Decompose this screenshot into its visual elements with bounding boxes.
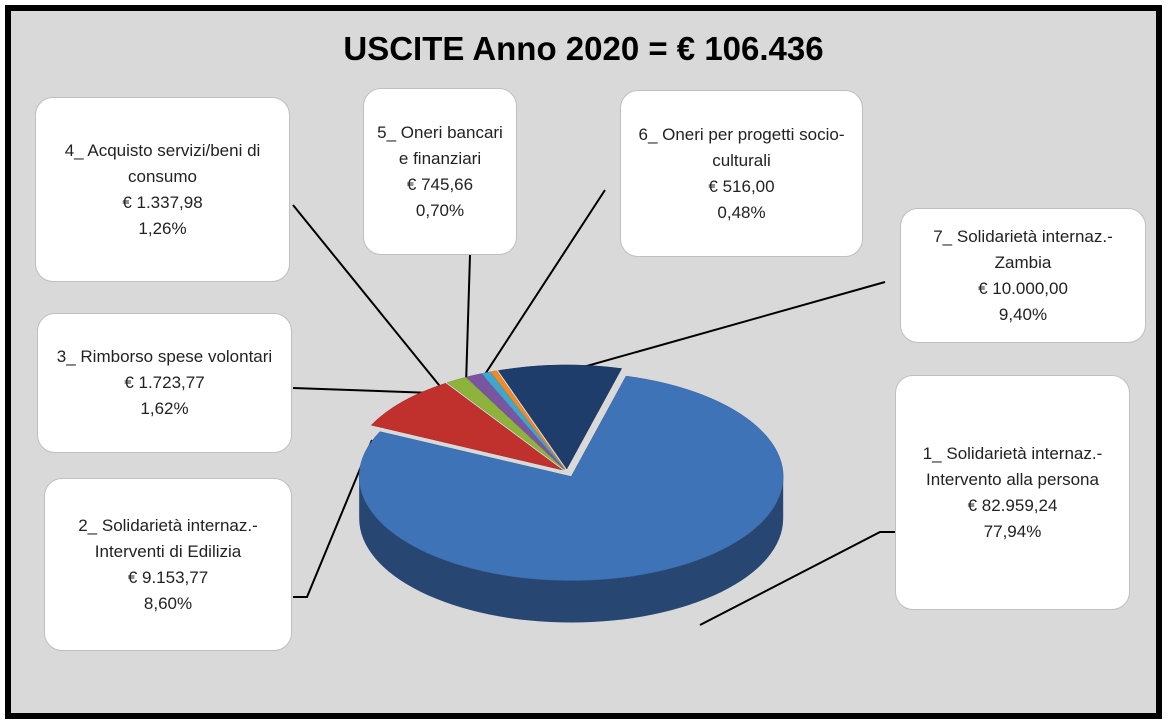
pie-sides (359, 476, 784, 623)
label-box: 3_ Rimborso spese volontari € 1.723,77 1,6… (37, 313, 292, 453)
slice (446, 376, 565, 470)
category-label: 7_ Solidarietà internaz.-Zambia (933, 226, 1113, 272)
category-label: 1_ Solidarietà internaz.-Intervento alla… (922, 443, 1103, 489)
amount-label: € 1.723,77 (124, 373, 205, 392)
slice (497, 364, 623, 470)
value-label: 9,40% (998, 304, 1048, 324)
leader-line (292, 204, 444, 391)
leader-line (292, 387, 434, 394)
leader-line (699, 531, 895, 626)
amount-label: € 516,00 (708, 176, 775, 196)
leader-line (293, 439, 373, 598)
amount-label: € 82.959,24 (967, 495, 1058, 515)
leader-line (536, 281, 886, 381)
slice-side (359, 476, 784, 623)
slice (370, 382, 563, 471)
value-label: 1,62% (140, 399, 189, 418)
leader-lines (292, 189, 895, 626)
value-label: 77,94% (983, 521, 1042, 541)
category-label: 3_ Rimborso spese volontari (56, 347, 273, 366)
label-box: 7_ Solidarietà internaz.-Zambia € 10.000,… (900, 208, 1146, 343)
amount-label: € 9.153,77 (127, 567, 209, 587)
value-label: 1,26% (138, 218, 187, 238)
value-label: 8,60% (143, 593, 193, 613)
slice (465, 373, 565, 470)
leader-line (477, 189, 606, 386)
amount-label: € 10.000,00 (978, 278, 1068, 298)
amount-label: € 745,66 (406, 174, 474, 194)
value-label: 0,48% (717, 202, 766, 222)
category-label: 4_ Acquisto servizi/beni di consumo (64, 140, 261, 186)
label-box: 5_ Oneri bancari e finanziari € 745,66 0,7… (363, 88, 517, 255)
category-label: 2_ Solidarietà internaz.-Interventi di E… (78, 515, 258, 561)
slice (358, 375, 784, 581)
label-box: 1_ Solidarietà internaz.-Intervento alla… (895, 375, 1130, 610)
category-label: 6_ Oneri per progetti socio-culturali (638, 124, 845, 170)
label-box: 2_ Solidarietà internaz.-Interventi di E… (44, 478, 292, 651)
leader-line (465, 254, 471, 386)
label-box: 4_ Acquisto servizi/beni di consumo € 1.3… (35, 97, 290, 282)
pie-tops (358, 364, 784, 581)
value-label: 0,70% (415, 200, 465, 220)
amount-label: € 1.337,98 (122, 192, 203, 212)
slice (490, 370, 566, 470)
chart-title: USCITE Anno 2020 = € 106.436 (343, 30, 824, 67)
label-box: 6_ Oneri per progetti socio-culturali € 5… (620, 90, 863, 257)
category-label: 5_ Oneri bancari e finanziari (377, 122, 503, 168)
